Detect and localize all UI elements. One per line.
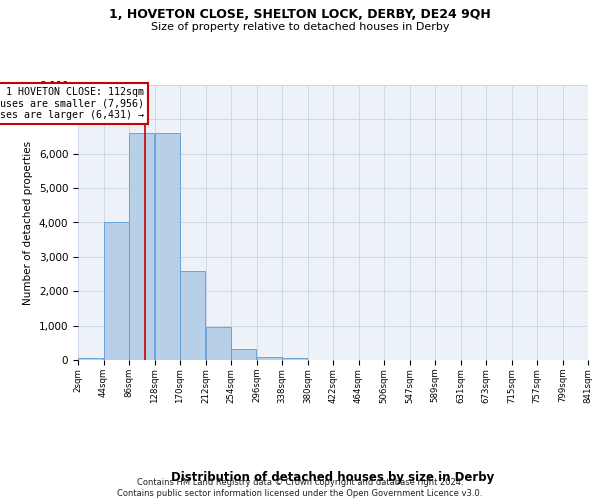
Bar: [104, 222, 128, 360]
Y-axis label: Number of detached properties: Number of detached properties: [23, 140, 33, 304]
Bar: [155, 133, 179, 360]
Text: Distribution of detached houses by size in Derby: Distribution of detached houses by size …: [172, 471, 494, 484]
Bar: [257, 356, 281, 360]
Text: 1 HOVETON CLOSE: 112sqm
← 55% of detached houses are smaller (7,956)
44% of semi: 1 HOVETON CLOSE: 112sqm ← 55% of detache…: [0, 86, 143, 120]
Bar: [79, 358, 103, 360]
Bar: [206, 328, 230, 360]
Text: Contains HM Land Registry data © Crown copyright and database right 2024.
Contai: Contains HM Land Registry data © Crown c…: [118, 478, 482, 498]
Bar: [181, 270, 205, 360]
Text: 1, HOVETON CLOSE, SHELTON LOCK, DERBY, DE24 9QH: 1, HOVETON CLOSE, SHELTON LOCK, DERBY, D…: [109, 8, 491, 20]
Bar: [130, 133, 154, 360]
Bar: [232, 348, 256, 360]
Text: Size of property relative to detached houses in Derby: Size of property relative to detached ho…: [151, 22, 449, 32]
Bar: [283, 358, 307, 360]
